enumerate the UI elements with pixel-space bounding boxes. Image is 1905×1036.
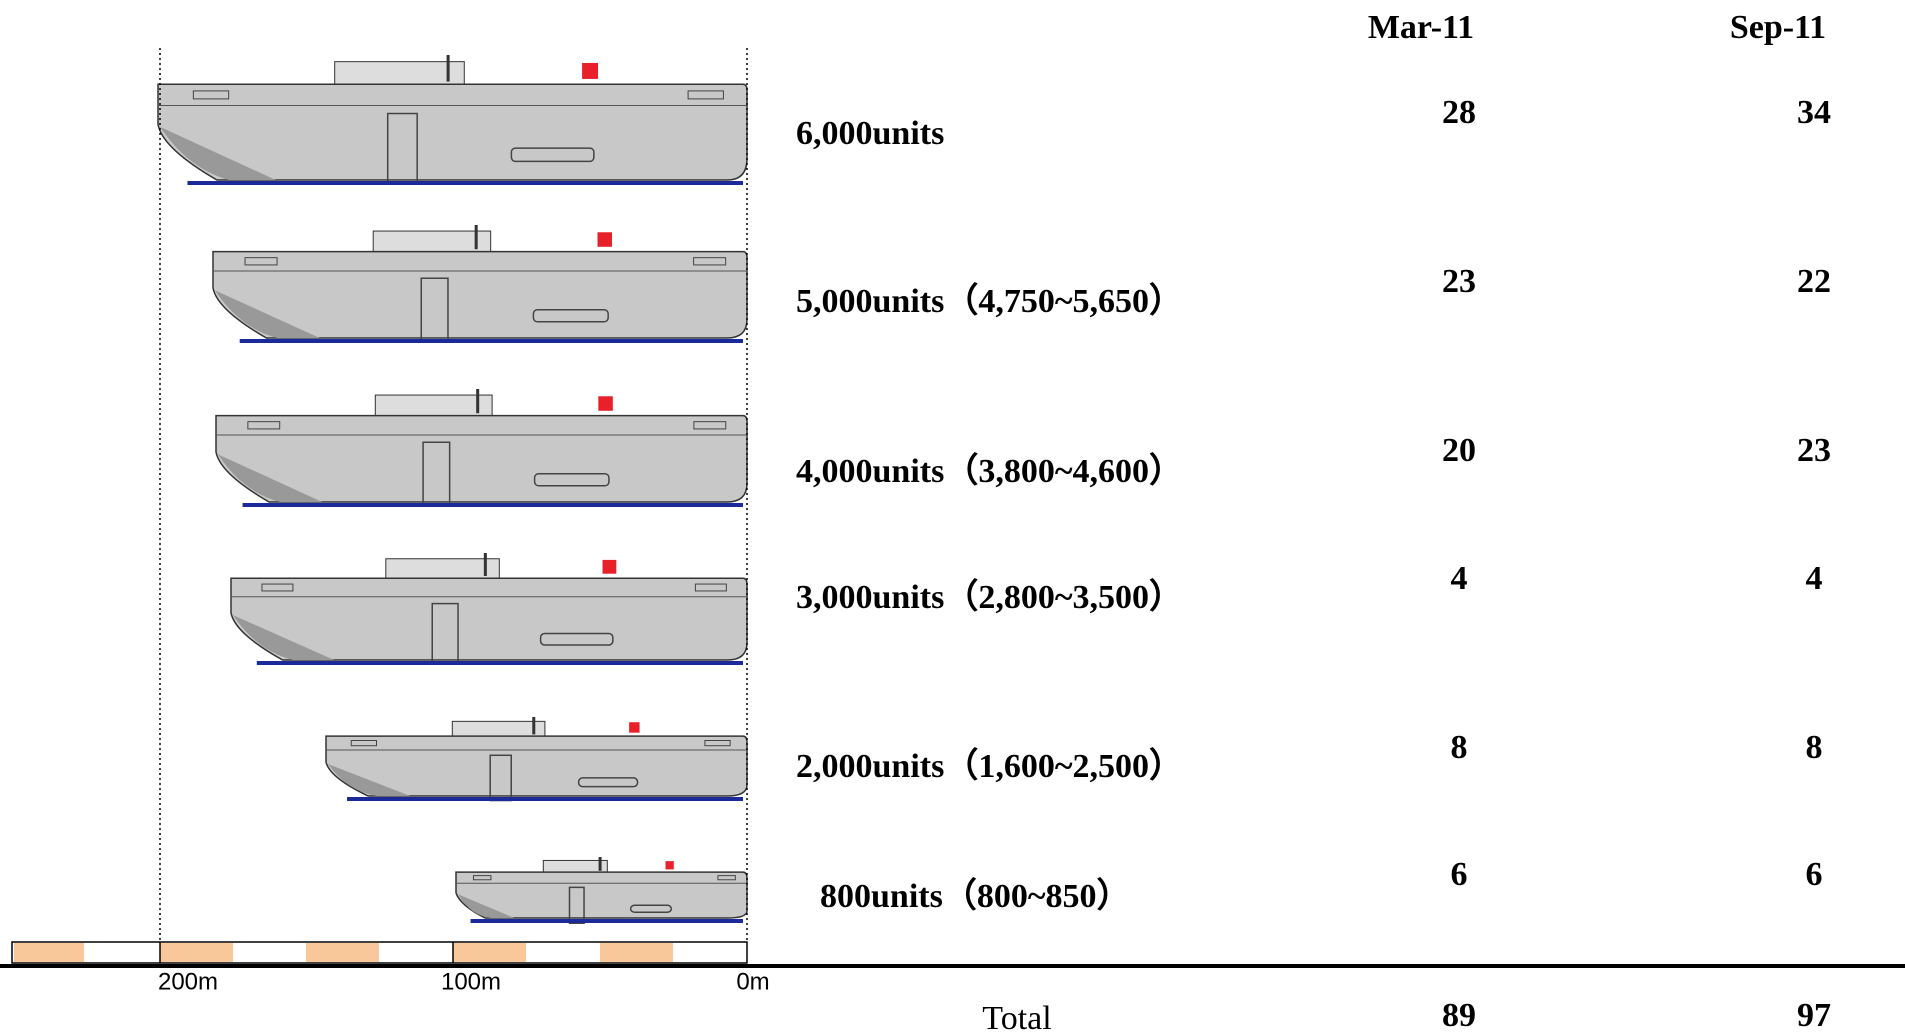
- row-label: 6,000units: [796, 115, 944, 152]
- cell-value: 4: [1451, 560, 1468, 597]
- funnel-logo: [602, 559, 617, 574]
- mast: [532, 717, 536, 735]
- superstructure: [542, 859, 608, 873]
- hull: [157, 83, 748, 181]
- vent: [693, 257, 727, 266]
- cell-value: 34: [1797, 94, 1831, 131]
- cell-value: 6: [1806, 856, 1823, 893]
- mast: [598, 857, 602, 871]
- row-label: 4,000units（3,800~4,600）: [796, 451, 1183, 490]
- superstructure: [374, 394, 493, 417]
- hull: [325, 735, 748, 797]
- vent: [539, 632, 614, 646]
- row-label: 3,000units（2,800~3,500）: [796, 577, 1183, 616]
- bow: [160, 126, 276, 180]
- column-header: Sep-11: [1730, 9, 1826, 46]
- vent: [629, 904, 673, 913]
- vent: [577, 777, 639, 788]
- row-label: 800units（800~850）: [820, 876, 1131, 915]
- funnel-logo: [598, 396, 613, 411]
- bow: [218, 454, 323, 502]
- bow: [233, 615, 335, 660]
- cell-value: 20: [1442, 432, 1476, 469]
- total-value: 89: [1442, 997, 1476, 1034]
- cell-value: 4: [1806, 560, 1823, 597]
- table-rows: 6,000units 28 34 5,000units（4,750~5,650） 23 2…: [796, 94, 1831, 915]
- funnel-logo: [629, 722, 640, 733]
- ship: [215, 389, 748, 507]
- ship: [230, 553, 748, 665]
- bow: [458, 894, 515, 918]
- vent: [687, 90, 724, 100]
- cell-value: 23: [1797, 432, 1831, 469]
- scale-label: 0m: [736, 968, 769, 995]
- vent: [247, 421, 281, 430]
- ship: [325, 717, 748, 802]
- vent: [532, 308, 609, 323]
- mast: [474, 225, 478, 250]
- row-label: 2,000units（1,600~2,500）: [796, 746, 1183, 785]
- hull: [230, 577, 748, 661]
- ship: [212, 225, 748, 343]
- row-label: 5,000units（4,750~5,650）: [796, 281, 1183, 320]
- vent: [533, 472, 610, 487]
- superstructure: [385, 558, 500, 579]
- ship-illustrations: [157, 55, 748, 924]
- bow: [328, 763, 411, 796]
- total-label: Total: [982, 1000, 1051, 1036]
- superstructure: [451, 720, 546, 737]
- vent: [717, 875, 736, 881]
- cell-value: 8: [1806, 729, 1823, 766]
- cell-value: 23: [1442, 263, 1476, 300]
- vent: [704, 739, 731, 747]
- mast: [476, 389, 480, 414]
- vent: [244, 257, 278, 266]
- vent: [693, 421, 727, 430]
- cell-value: 28: [1442, 94, 1476, 131]
- scale-label: 100m: [441, 968, 501, 995]
- vent: [510, 147, 595, 163]
- vent: [192, 90, 230, 100]
- mast: [446, 55, 450, 82]
- cell-value: 8: [1451, 729, 1468, 766]
- total-value: 97: [1797, 997, 1831, 1034]
- funnel-logo: [582, 62, 599, 79]
- superstructure: [334, 61, 465, 85]
- mast: [483, 553, 487, 576]
- superstructure: [372, 230, 492, 253]
- cell-value: 22: [1797, 263, 1831, 300]
- funnel-logo: [597, 232, 612, 247]
- vent: [694, 583, 727, 592]
- vent: [472, 875, 492, 881]
- hull: [212, 250, 748, 339]
- door: [568, 886, 585, 924]
- vent: [261, 583, 294, 592]
- ship: [455, 857, 748, 924]
- scale-bar: [11, 941, 748, 964]
- hull: [455, 871, 748, 919]
- column-header: Mar-11: [1368, 9, 1474, 46]
- vent: [350, 739, 378, 747]
- scale-label: 200m: [158, 968, 218, 995]
- hull: [215, 414, 748, 503]
- bow: [215, 290, 320, 338]
- cell-value: 6: [1451, 856, 1468, 893]
- funnel-logo: [665, 861, 674, 870]
- ship: [157, 55, 748, 185]
